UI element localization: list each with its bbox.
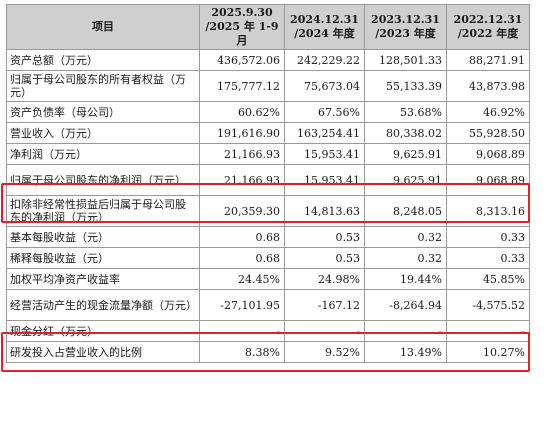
header-2023: 2023.12.31/2023 年度 [364,4,447,50]
row-value: 0.33 [446,226,530,248]
table-row: 归属于母公司股东的净利润（万元） 21,166.93 15,953.41 9,625.… [6,164,530,196]
row-value: 13.49% [364,341,447,363]
header-2025q3: 2025.9.30/2025 年 1-9 月 [199,4,285,50]
row-label: 现金分红（万元） [6,320,200,342]
row-value: 55,928.50 [446,122,530,144]
row-value: 8,313.16 [446,195,530,227]
table-row: 归属于母公司股东的所有者权益（万元） 175,777.12 75,673.04 55,… [6,70,530,102]
row-value: 14,813.63 [284,195,365,227]
row-label: 经营活动产生的现金流量净额（万元） [6,289,200,321]
row-value: 0.32 [364,247,447,269]
row-value: -27,101.95 [199,289,285,321]
row-value: 88,271.91 [446,49,530,71]
row-label: 资产负债率（母公司） [6,101,200,123]
row-value: 15,953.41 [284,143,365,165]
row-value: 9,068.89 [446,143,530,165]
row-value: - [446,320,530,342]
row-value: 24.45% [199,268,285,290]
row-value: 9,625.91 [364,164,447,196]
row-value: 9.52% [284,341,365,363]
row-value: 45.85% [446,268,530,290]
table-row: 研发投入占营业收入的比例 8.38% 9.52% 13.49% 10.27% [6,341,530,363]
row-value: - [284,320,365,342]
row-value: 163,254.41 [284,122,365,144]
header-2024: 2024.12.31/2024 年度 [284,4,365,50]
row-value: 128,501.33 [364,49,447,71]
table-row: 扣除非经常性损益后归属于母公司股东的净利润（万元） 20,359.30 14,813… [6,195,530,227]
row-value: -8,264.94 [364,289,447,321]
row-value: 0.53 [284,226,365,248]
table-row: 现金分红（万元） - - - - [6,320,530,342]
row-value: 67.56% [284,101,365,123]
row-value: 0.53 [284,247,365,269]
table-row: 经营活动产生的现金流量净额（万元） -27,101.95 -167.12 -8,264… [6,289,530,321]
row-value: 75,673.04 [284,70,365,102]
row-value: 9,625.91 [364,143,447,165]
table-header-row: 项目 2025.9.30/2025 年 1-9 月 2024.12.31/202… [6,4,530,50]
row-value: -4,575.52 [446,289,530,321]
table-row: 基本每股收益（元） 0.68 0.53 0.32 0.33 [6,226,530,248]
row-label: 加权平均净资产收益率 [6,268,200,290]
row-value: 53.68% [364,101,447,123]
financial-indicators-table: 项目 2025.9.30/2025 年 1-9 月 2024.12.31/202… [6,4,530,363]
table-row: 资产总额（万元） 436,572.06 242,229.22 128,501.33 88… [6,49,530,71]
row-value: 0.32 [364,226,447,248]
row-value: 436,572.06 [199,49,285,71]
row-label: 研发投入占营业收入的比例 [6,341,200,363]
row-value: 0.33 [446,247,530,269]
row-value: 10.27% [446,341,530,363]
row-value: 80,338.02 [364,122,447,144]
row-value: 9,068.89 [446,164,530,196]
row-value: 19.44% [364,268,447,290]
row-label: 扣除非经常性损益后归属于母公司股东的净利润（万元） [6,195,200,227]
row-value: 24.98% [284,268,365,290]
row-value: 0.68 [199,226,285,248]
table-row: 营业收入（万元） 191,616.90 163,254.41 80,338.02 55,… [6,122,530,144]
row-value: 242,229.22 [284,49,365,71]
row-label: 归属于母公司股东的净利润（万元） [6,164,200,196]
row-label: 营业收入（万元） [6,122,200,144]
row-value: 20,359.30 [199,195,285,227]
row-value: 55,133.39 [364,70,447,102]
row-value: 0.68 [199,247,285,269]
table-row: 稀释每股收益（元） 0.68 0.53 0.32 0.33 [6,247,530,269]
row-value: -167.12 [284,289,365,321]
row-label: 净利润（万元） [6,143,200,165]
row-value: 191,616.90 [199,122,285,144]
row-value: 8,248.05 [364,195,447,227]
row-label: 归属于母公司股东的所有者权益（万元） [6,70,200,102]
row-label: 稀释每股收益（元） [6,247,200,269]
table-row: 加权平均净资产收益率 24.45% 24.98% 19.44% 45.85% [6,268,530,290]
row-value: 8.38% [199,341,285,363]
row-value: 43,873.98 [446,70,530,102]
header-item: 项目 [6,4,200,50]
header-2022: 2022.12.31/2022 年度 [446,4,530,50]
table-row: 净利润（万元） 21,166.93 15,953.41 9,625.91 9,068.8… [6,143,530,165]
financial-table-container: 项目 2025.9.30/2025 年 1-9 月 2024.12.31/202… [1,4,530,372]
row-value: 21,166.93 [199,143,285,165]
row-value: - [199,320,285,342]
row-label: 资产总额（万元） [6,49,200,71]
row-value: - [364,320,447,342]
table-row: 资产负债率（母公司） 60.62% 67.56% 53.68% 46.92% [6,101,530,123]
row-value: 175,777.12 [199,70,285,102]
row-label: 基本每股收益（元） [6,226,200,248]
row-value: 15,953.41 [284,164,365,196]
row-value: 60.62% [199,101,285,123]
row-value: 46.92% [446,101,530,123]
row-value: 21,166.93 [199,164,285,196]
